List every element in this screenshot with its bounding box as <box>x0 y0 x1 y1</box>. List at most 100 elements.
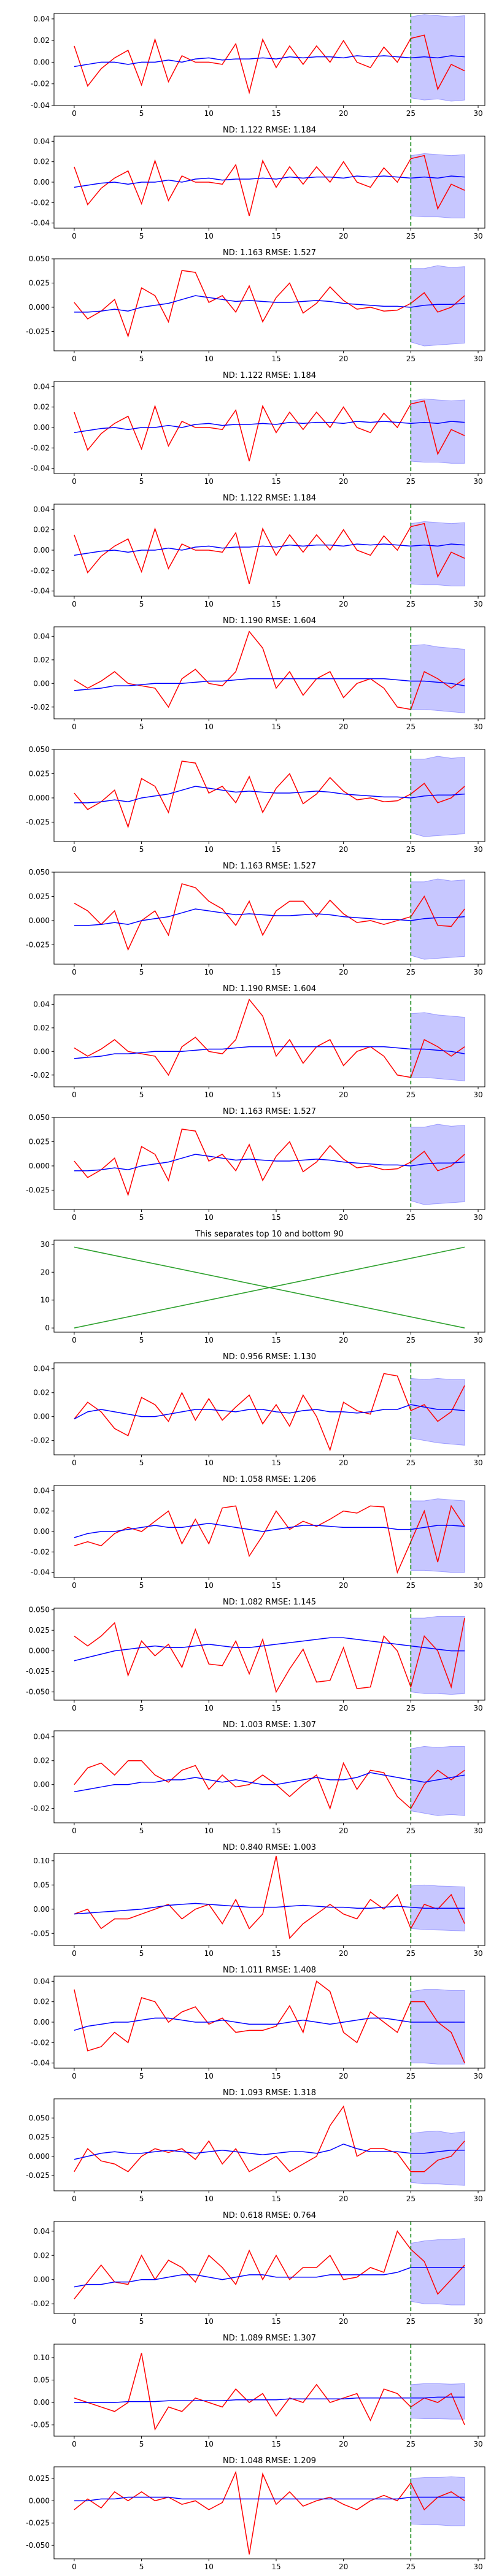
uncertainty-band <box>410 756 465 837</box>
predicted-series-line <box>74 1637 465 1662</box>
x-tick-label: 0 <box>72 1581 77 1590</box>
x-tick-label: 10 <box>204 1581 214 1590</box>
x-tick-label: 25 <box>406 2195 416 2203</box>
x-tick-label: 10 <box>204 1336 214 1344</box>
x-tick-label: 30 <box>473 845 482 854</box>
x-tick-label: 0 <box>72 968 77 976</box>
axes-frame <box>53 2344 485 2437</box>
x-tick-label: 30 <box>473 355 482 363</box>
x-tick-label: 0 <box>72 723 77 731</box>
x-tick-label: 15 <box>271 2440 280 2448</box>
x-tick-label: 15 <box>271 968 280 976</box>
x-tick-label: 0 <box>72 355 77 363</box>
y-tick-label: 0.04 <box>33 1000 50 1008</box>
uncertainty-band <box>410 2383 465 2420</box>
x-tick-label: 20 <box>339 355 348 363</box>
y-tick-label: 0.10 <box>33 1857 50 1865</box>
x-tick-label: 5 <box>139 1091 144 1099</box>
y-tick-label: -0.02 <box>31 2299 50 2308</box>
x-tick-label: 0 <box>72 1336 77 1344</box>
x-tick-label: 30 <box>473 2072 482 2080</box>
x-tick-label: 25 <box>406 845 416 854</box>
predicted-series-line <box>74 1903 465 1915</box>
x-tick-label: 25 <box>406 968 416 976</box>
x-tick-label: 15 <box>271 355 280 363</box>
x-tick-label: 10 <box>204 1213 214 1222</box>
predicted-series-line <box>74 421 465 434</box>
x-tick-label: 30 <box>473 1949 482 1958</box>
y-tick-label: 0.050 <box>29 868 50 876</box>
axes-frame <box>53 258 485 351</box>
subplot-title: ND: 1.122 RMSE: 1.184 <box>223 371 316 380</box>
x-tick-label: 5 <box>139 1581 144 1590</box>
y-tick-label: -0.02 <box>31 198 50 207</box>
x-tick-label: 15 <box>271 1827 280 1835</box>
predicted-series-line <box>74 786 465 803</box>
plot-area <box>74 2099 465 2191</box>
y-tick-label: 30 <box>41 1240 50 1249</box>
y-tick-label: 0.00 <box>33 1047 50 1056</box>
y-tick-label: -0.02 <box>31 566 50 575</box>
x-tick-label: 20 <box>339 1581 348 1590</box>
uncertainty-band <box>410 2238 465 2306</box>
x-tick-label: 10 <box>204 1459 214 1467</box>
y-tick-label: 0.025 <box>29 1137 50 1146</box>
subplot-3: ND: 1.163 RMSE: 1.527 0 5 10 15 20 25 30 -0.025 0… <box>26 248 485 363</box>
subplot-19: ND: 0.618 RMSE: 0.764 0 5 10 15 20 25 30 -0.02 0.… <box>31 2211 485 2326</box>
plot-area <box>74 1363 465 1455</box>
predicted-series-line <box>74 2017 465 2031</box>
x-tick-label: 10 <box>204 109 214 118</box>
y-tick-label: 0.000 <box>29 303 50 312</box>
x-tick-label: 25 <box>406 1949 416 1958</box>
plot-area <box>74 2344 465 2436</box>
plot-area <box>74 136 465 228</box>
y-tick-label: 0.00 <box>33 423 50 432</box>
y-tick-label: 0.00 <box>33 178 50 186</box>
y-tick-label: 0.04 <box>33 15 50 23</box>
x-tick-label: 25 <box>406 1213 416 1222</box>
y-tick-label: 0.04 <box>33 505 50 513</box>
plot-area <box>74 749 465 841</box>
y-tick-label: 0.02 <box>33 1389 50 1397</box>
y-tick-label: -0.02 <box>31 2038 50 2047</box>
x-tick-label: 15 <box>271 2317 280 2326</box>
y-tick-label: 0.04 <box>33 382 50 391</box>
y-tick-label: 0.00 <box>33 546 50 554</box>
uncertainty-band <box>410 1378 465 1446</box>
x-tick-label: 20 <box>339 2563 348 2571</box>
x-tick-label: 25 <box>406 2563 416 2571</box>
y-tick-label: -0.02 <box>31 1804 50 1813</box>
subplot-21: ND: 1.048 RMSE: 1.209 0 5 10 15 20 25 30 -0.050 -… <box>26 2456 485 2571</box>
x-tick-label: 0 <box>72 1091 77 1099</box>
x-tick-label: 10 <box>204 2072 214 2080</box>
x-tick-label: 10 <box>204 968 214 976</box>
y-tick-label: 0.02 <box>33 2251 50 2260</box>
x-tick-label: 5 <box>139 723 144 731</box>
x-tick-label: 5 <box>139 477 144 486</box>
x-tick-label: 20 <box>339 600 348 608</box>
predicted-series-line <box>74 1154 465 1171</box>
x-tick-label: 25 <box>406 1459 416 1467</box>
x-tick-label: 5 <box>139 1213 144 1222</box>
y-tick-label: 0.02 <box>33 526 50 534</box>
actual-series-line <box>74 1129 465 1197</box>
x-tick-label: 10 <box>204 845 214 854</box>
x-tick-label: 20 <box>339 1704 348 1712</box>
subplot-20: ND: 1.089 RMSE: 1.307 0 5 10 15 20 25 30 -0.05 0.… <box>31 2334 485 2448</box>
y-tick-label: 0.000 <box>29 2496 50 2505</box>
axes-frame <box>53 1730 485 1823</box>
plot-area <box>74 1608 465 1700</box>
x-tick-label: 15 <box>271 1213 280 1222</box>
x-tick-label: 5 <box>139 1336 144 1344</box>
actual-series-line <box>74 1505 465 1574</box>
y-tick-label: -0.04 <box>31 219 50 228</box>
y-tick-label: 0.02 <box>33 1024 50 1032</box>
subplot-title: ND: 1.190 RMSE: 1.604 <box>223 984 316 994</box>
y-tick-label: -0.04 <box>31 1568 50 1577</box>
subplot-5: ND: 1.122 RMSE: 1.184 0 5 10 15 20 25 30 -0.04 -0… <box>31 494 485 608</box>
x-tick-label: 10 <box>204 1949 214 1958</box>
subplot-1: 0 5 10 15 20 25 30 -0.04 -0.02 0.00 0.02 0.04 <box>31 13 485 118</box>
x-tick-label: 10 <box>204 1704 214 1712</box>
x-tick-label: 5 <box>139 1704 144 1712</box>
axes-frame <box>53 1240 485 1333</box>
